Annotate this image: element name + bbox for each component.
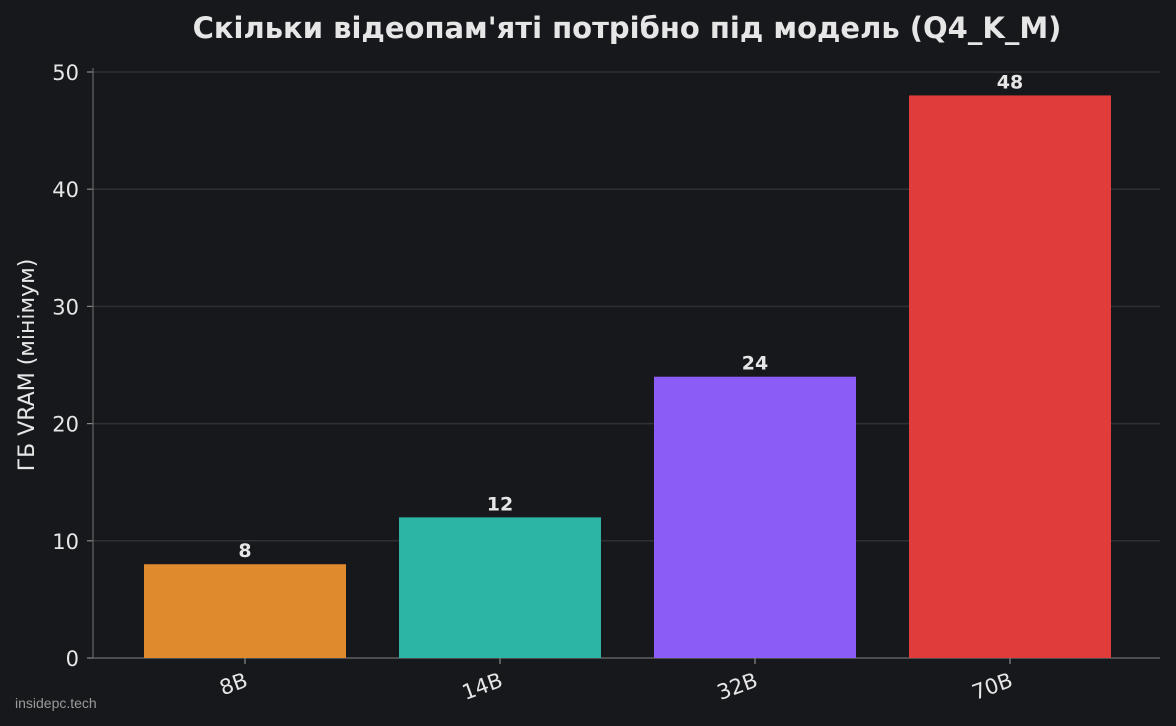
value-label: 12 [487,493,513,515]
y-tick-label: 20 [52,413,79,437]
value-label: 48 [997,71,1023,93]
y-tick-label: 10 [52,530,79,554]
watermark: insidepc.tech [15,695,97,711]
bar [654,376,856,658]
y-tick-label: 30 [52,295,79,319]
y-tick-label: 0 [66,647,79,671]
bar [144,564,346,658]
bar [909,95,1111,658]
bar [399,517,601,658]
value-label: 8 [238,540,251,562]
y-tick-label: 40 [52,178,79,202]
chart-title: Скільки відеопам'яті потрібно під модель… [193,11,1062,45]
y-axis-label: ГБ VRAM (мінімум) [15,259,40,472]
y-tick-label: 50 [52,61,79,85]
value-label: 24 [742,353,768,375]
